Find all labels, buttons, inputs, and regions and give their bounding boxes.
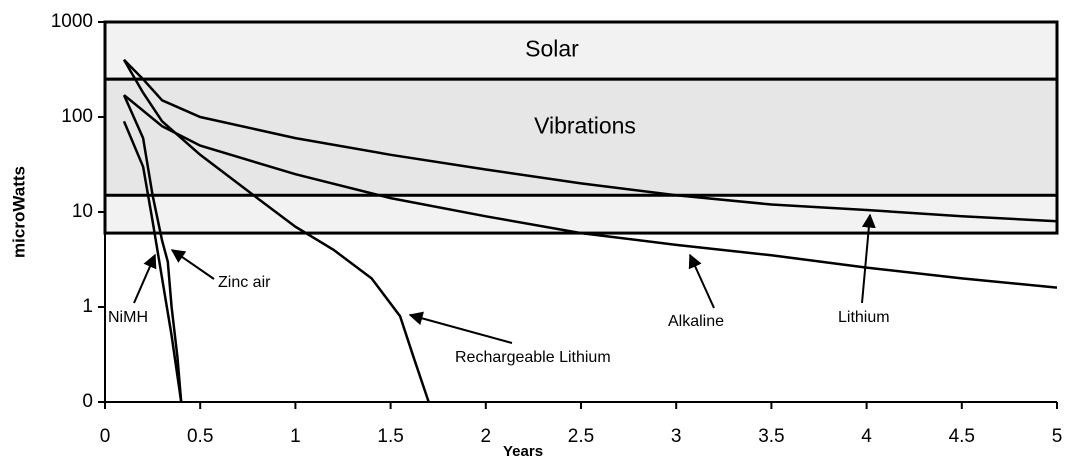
- annotation: Rechargeable Lithium: [455, 349, 611, 366]
- annotation-arrow: [861, 213, 876, 304]
- series-line: [122, 120, 183, 403]
- x-tick-label: 2: [481, 426, 492, 447]
- series-line: [122, 59, 430, 403]
- series-line: [123, 94, 1058, 289]
- x-tick-label: 3.5: [758, 426, 784, 447]
- annotation-arrow: [133, 253, 157, 304]
- regions: Solar Vibrations: [103, 20, 1059, 235]
- region-label: Solar: [525, 36, 579, 62]
- x-tick-label: 4: [861, 426, 872, 447]
- x-tick-label: 0: [100, 426, 111, 447]
- x-axis-label: Years: [503, 443, 543, 460]
- annotation: Zinc air: [218, 274, 271, 291]
- axes: 0 1 10 100 1000 0 0.5 1 1.5 2 2.5 3 3.5 4 4.5 5 Lithium A…: [51, 11, 1063, 447]
- x-tick-label: 5: [1052, 426, 1063, 447]
- x-tick-label: 0.5: [187, 426, 213, 447]
- y-tick-label: 1000: [51, 11, 93, 32]
- series-line: [123, 58, 1058, 223]
- x-tick-label: 4.5: [949, 426, 975, 447]
- y-axis-label: microWatts: [9, 166, 28, 258]
- annotation-arrow: [170, 249, 215, 280]
- x-tick-label: 2.5: [568, 426, 594, 447]
- annotation: Lithium: [838, 309, 890, 326]
- annotation-arrow: [408, 311, 513, 344]
- x-tick-label: 1.5: [377, 426, 403, 447]
- y-tick-label: 1: [82, 296, 93, 317]
- x-tick-label: 3: [671, 426, 682, 447]
- y-tick-label: 100: [61, 106, 93, 127]
- annotation-arrow: [688, 253, 715, 309]
- series-line: [122, 94, 183, 403]
- annotation: Alkaline: [668, 313, 724, 330]
- annotation: NiMH: [108, 309, 148, 326]
- region: [103, 77, 1059, 197]
- region-label: Vibrations: [534, 112, 636, 138]
- region: [103, 20, 1059, 81]
- y-tick-label: 0: [82, 391, 93, 412]
- x-tick-label: 1: [290, 426, 301, 447]
- y-tick-label: 10: [72, 201, 93, 222]
- lines: [122, 58, 1058, 403]
